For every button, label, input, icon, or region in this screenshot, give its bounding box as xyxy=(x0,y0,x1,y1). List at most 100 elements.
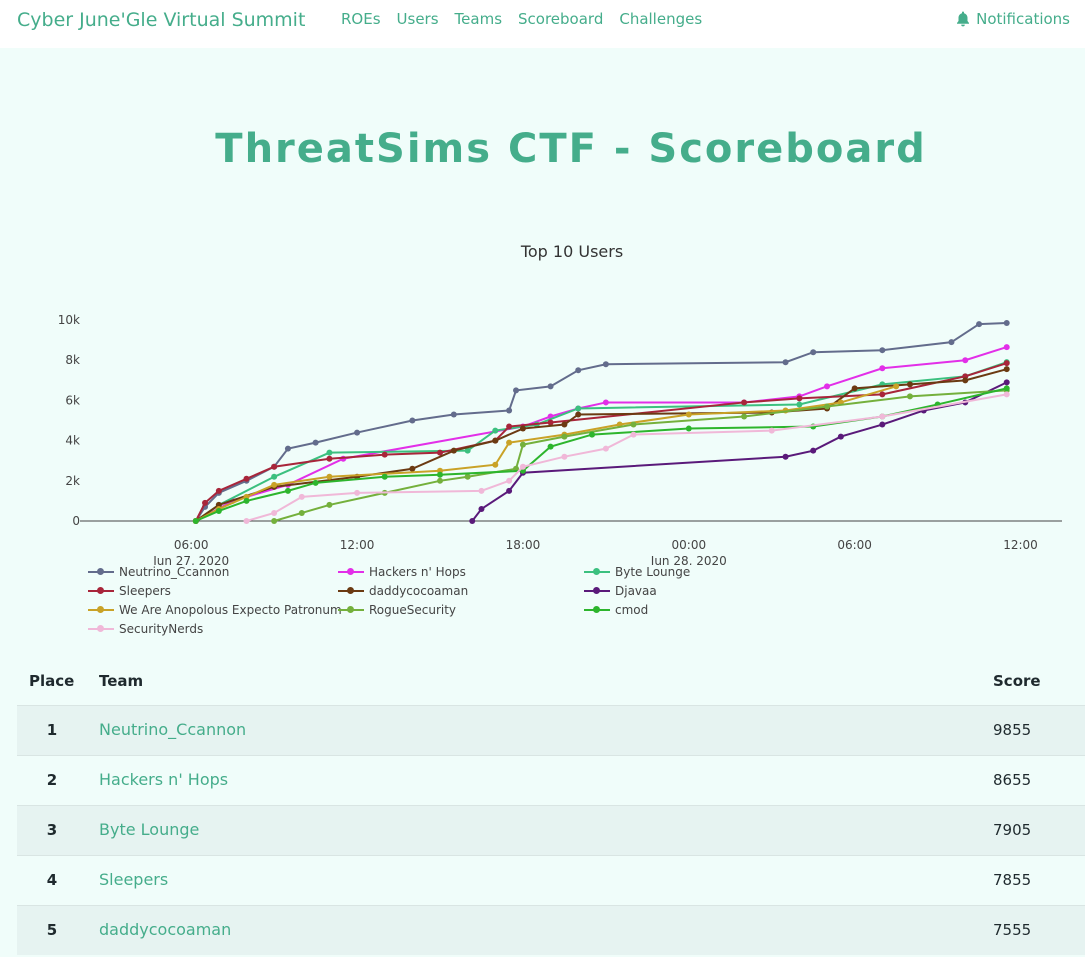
data-point xyxy=(561,433,568,440)
data-point xyxy=(506,407,513,414)
legend-label: Hackers n' Hops xyxy=(369,565,466,579)
table-row: 5 daddycocoaman 7555 xyxy=(17,905,1085,955)
data-point xyxy=(879,365,886,372)
legend-item[interactable]: Djavaa xyxy=(584,584,657,598)
data-point xyxy=(575,405,582,412)
data-point xyxy=(602,445,609,452)
data-point xyxy=(492,461,499,468)
legend-label: daddycocoaman xyxy=(369,584,469,598)
chart-legend: Neutrino_Ccannon Hackers n' Hops Byte Loun… xyxy=(88,565,848,645)
data-point xyxy=(271,481,278,488)
legend-swatch xyxy=(584,585,610,597)
data-point xyxy=(948,339,955,346)
data-point xyxy=(450,447,457,454)
data-point xyxy=(851,385,858,392)
legend-item[interactable]: We Are Anopolous Expecto Patronum xyxy=(88,603,342,617)
data-point xyxy=(326,501,333,508)
legend-item[interactable]: Hackers n' Hops xyxy=(338,565,466,579)
brand-link[interactable]: Cyber June'Gle Virtual Summit xyxy=(17,9,306,31)
header-place: Place xyxy=(29,672,75,690)
data-point xyxy=(243,518,250,524)
data-point xyxy=(298,493,305,500)
data-point xyxy=(464,447,471,454)
score-chart: Top 10 Users 0 2k 4k 6k 8k 10k 06:00 Jun 27, 2… xyxy=(58,242,1062,565)
legend-label: Djavaa xyxy=(615,584,657,598)
nav-link-users[interactable]: Users xyxy=(396,10,439,28)
row-score: 7905 xyxy=(993,821,1032,839)
data-point xyxy=(782,453,789,460)
legend-item[interactable]: SecurityNerds xyxy=(88,622,203,636)
row-place: 1 xyxy=(46,721,58,739)
legend-item[interactable]: daddycocoaman xyxy=(338,584,468,598)
row-team-link[interactable]: Sleepers xyxy=(99,870,169,889)
x-tick-sublabel: Jun 27, 2020 xyxy=(152,554,229,565)
data-point xyxy=(492,437,499,444)
bell-icon xyxy=(956,11,970,27)
nav-link-roes[interactable]: ROEs xyxy=(341,10,381,28)
data-point xyxy=(685,411,692,418)
legend-swatch xyxy=(338,604,364,616)
series-line xyxy=(195,368,1007,522)
data-point xyxy=(1003,391,1010,398)
data-point xyxy=(879,421,886,428)
row-team-link[interactable]: Neutrino_Ccannon xyxy=(99,720,247,739)
data-point xyxy=(796,395,803,402)
series-roguesecurity xyxy=(271,387,1010,524)
row-team-link[interactable]: Byte Lounge xyxy=(99,820,200,839)
data-point xyxy=(547,383,554,390)
series-group xyxy=(192,319,1010,524)
table-row: 4 Sleepers 7855 xyxy=(17,855,1085,905)
data-point xyxy=(879,347,886,354)
data-point xyxy=(409,417,416,424)
data-point xyxy=(1003,379,1010,386)
row-place: 2 xyxy=(46,771,58,789)
legend-swatch xyxy=(584,604,610,616)
legend-item[interactable]: RogueSecurity xyxy=(338,603,456,617)
data-point xyxy=(271,518,278,524)
data-point xyxy=(506,423,513,430)
data-point xyxy=(962,357,969,364)
data-point xyxy=(575,411,582,418)
nav-link-scoreboard[interactable]: Scoreboard xyxy=(518,10,604,28)
data-point xyxy=(354,429,361,436)
legend-item[interactable]: Byte Lounge xyxy=(584,565,690,579)
row-place: 3 xyxy=(46,821,58,839)
notifications-label: Notifications xyxy=(976,10,1070,28)
data-point xyxy=(381,473,388,480)
data-point xyxy=(561,453,568,460)
x-tick-label: 12:00 xyxy=(340,538,375,552)
nav-links: ROEs Users Teams Scoreboard Challenges xyxy=(341,10,702,28)
row-team-link[interactable]: Hackers n' Hops xyxy=(99,770,229,789)
row-place: 5 xyxy=(46,921,58,939)
data-point xyxy=(1003,344,1010,351)
x-tick-label: 06:00 xyxy=(174,538,209,552)
legend-swatch xyxy=(338,566,364,578)
legend-label: cmod xyxy=(615,603,649,617)
header-team: Team xyxy=(99,672,144,690)
navbar: Cyber June'Gle Virtual Summit ROEs Users… xyxy=(0,0,1085,48)
nav-link-teams[interactable]: Teams xyxy=(454,10,503,28)
legend-item[interactable]: cmod xyxy=(584,603,648,617)
y-tick-label: 8k xyxy=(65,353,80,367)
y-axis-ticks: 0 2k 4k 6k 8k 10k xyxy=(58,313,80,528)
legend-item[interactable]: Neutrino_Ccannon xyxy=(88,565,229,579)
legend-label: We Are Anopolous Expecto Patronum xyxy=(119,603,342,617)
x-tick-sublabel: Jun 28, 2020 xyxy=(650,554,727,565)
row-team-link[interactable]: daddycocoaman xyxy=(99,920,232,939)
data-point xyxy=(630,421,637,428)
y-tick-label: 2k xyxy=(65,474,80,488)
legend-label: RogueSecurity xyxy=(369,603,457,617)
data-point xyxy=(810,447,817,454)
data-point xyxy=(492,427,499,434)
data-point xyxy=(215,507,222,514)
data-point xyxy=(409,465,416,472)
data-point xyxy=(312,439,319,446)
legend-item[interactable]: Sleepers xyxy=(88,584,171,598)
notifications-link[interactable]: Notifications xyxy=(956,10,1070,28)
data-point xyxy=(685,425,692,432)
nav-link-challenges[interactable]: Challenges xyxy=(619,10,703,28)
data-point xyxy=(271,509,278,516)
data-point xyxy=(243,497,250,504)
data-point xyxy=(464,473,471,480)
y-tick-label: 6k xyxy=(65,393,80,407)
